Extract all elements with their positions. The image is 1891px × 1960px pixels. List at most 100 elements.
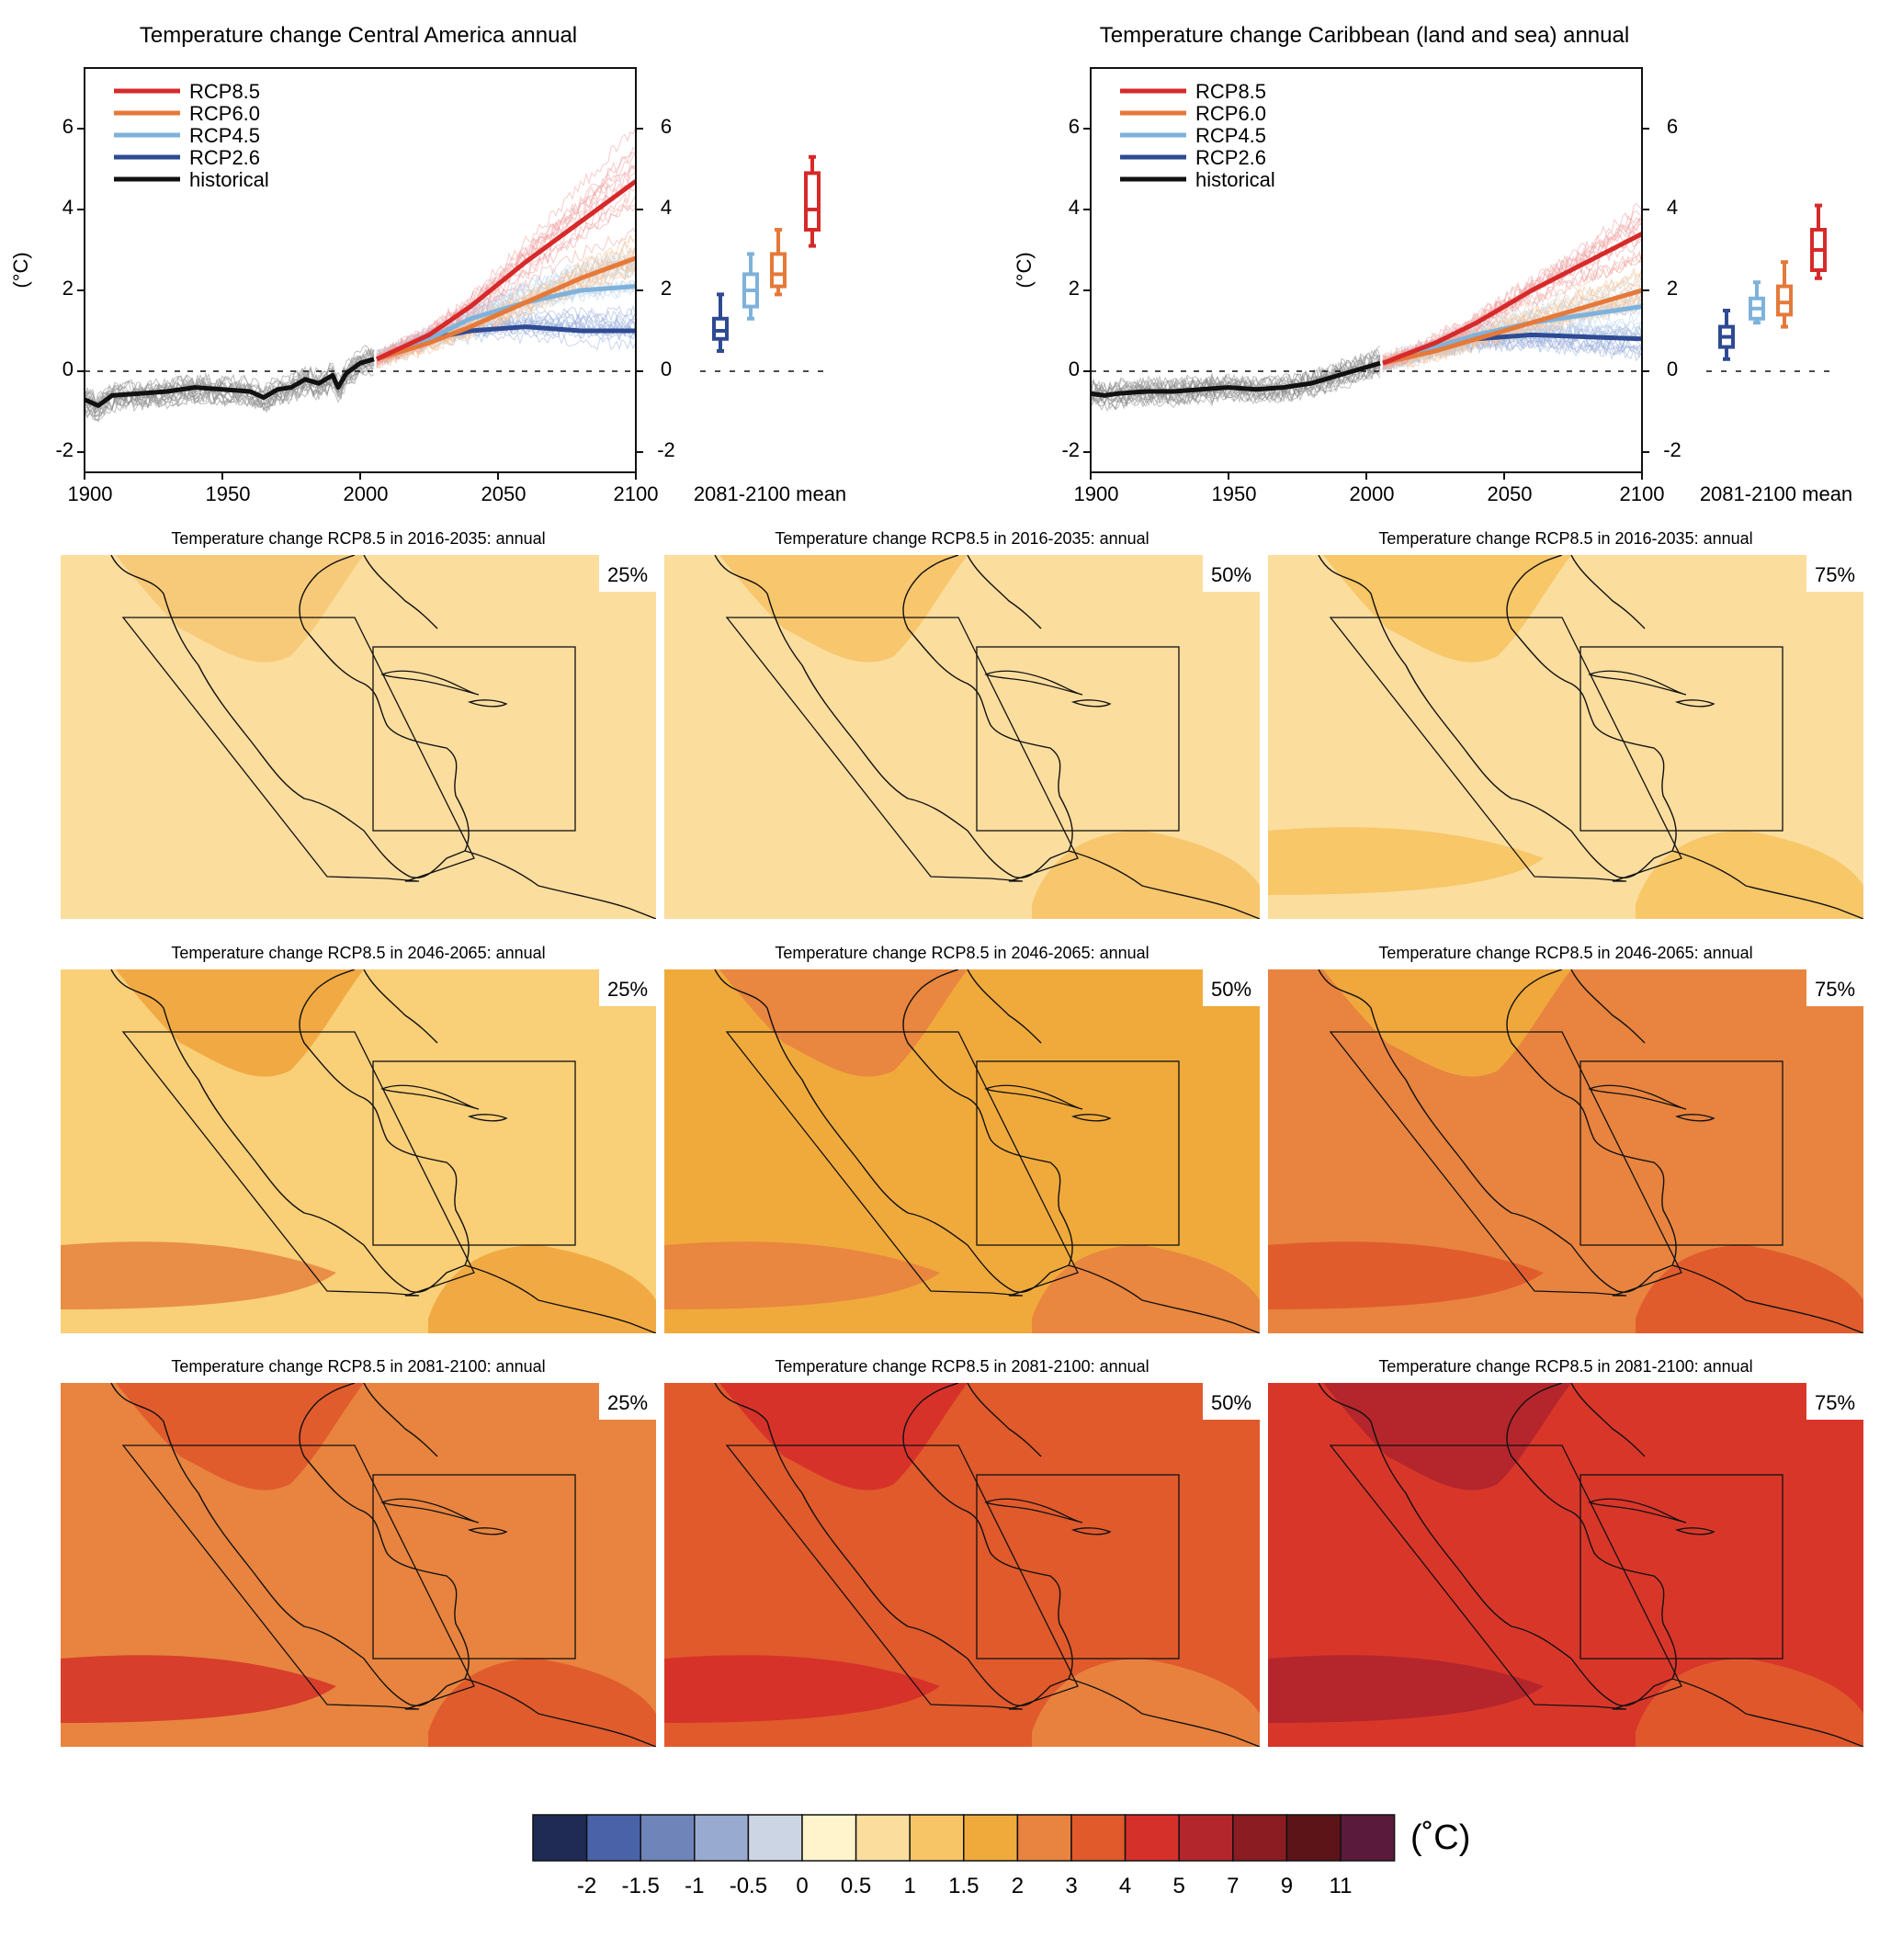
map-anomaly-patch xyxy=(428,1245,656,1333)
colorbar-tick-label: -0.5 xyxy=(730,1874,767,1898)
map-body xyxy=(1268,1383,1863,1747)
colorbar-tick-label: 3 xyxy=(1065,1874,1077,1898)
legend: RCP8.5 RCP6.0 RCP4.5 RCP2.6 historical xyxy=(1120,80,1275,191)
map-body xyxy=(61,555,656,919)
colorbar-tick-label: 0.5 xyxy=(841,1874,871,1898)
y-tick-label: -2 xyxy=(55,438,74,461)
map-coastline xyxy=(464,1678,656,1747)
map-panel: Temperature change RCP8.5 in 2016-2035: … xyxy=(664,529,1260,919)
percentile-label: 25% xyxy=(607,1391,648,1414)
y-tick-labels-right: -2 0 2 4 6 xyxy=(1663,115,1682,461)
map-anomaly-patch xyxy=(664,1241,940,1309)
percentile-label: 50% xyxy=(1211,1391,1251,1414)
panel-title: Temperature change Central America annua… xyxy=(140,23,577,48)
boxplot-rcp26 xyxy=(1718,309,1735,361)
y-tick-label: 2 xyxy=(1069,277,1080,300)
map-title: Temperature change RCP8.5 in 2046-2065: … xyxy=(775,944,1149,962)
boxplot-box xyxy=(804,171,821,232)
map-island xyxy=(1070,699,1112,708)
colorbar-swatch xyxy=(747,1814,803,1862)
boxplot-box xyxy=(770,252,787,289)
map-title: Temperature change RCP8.5 in 2016-2035: … xyxy=(1378,529,1752,548)
percentile-badge xyxy=(1203,1383,1260,1420)
map-coastline xyxy=(1318,555,1677,878)
percentile-badge xyxy=(1806,555,1863,592)
region-outline-central-america xyxy=(1329,1031,1682,1297)
region-outline-central-america xyxy=(121,617,475,882)
colorbar-swatch xyxy=(532,1814,588,1862)
boxplot-rcp60 xyxy=(1776,260,1793,329)
region-outline-central-america xyxy=(725,1031,1079,1297)
legend-label: RCP6.0 xyxy=(189,102,260,125)
colorbar-tick-label: -1 xyxy=(685,1874,704,1898)
boxplot-label: 2081-2100 mean xyxy=(694,482,846,505)
map-coastline xyxy=(1671,850,1863,919)
boxplot-box xyxy=(1776,284,1793,317)
map-coastline xyxy=(714,1383,1073,1706)
x-tick-label: 1950 xyxy=(206,482,251,505)
y-axis-label: (°C) xyxy=(9,252,32,288)
y-tick-label: 2 xyxy=(62,277,74,300)
ensemble-member-line xyxy=(1091,363,1381,406)
ensemble-member-line xyxy=(1091,368,1381,413)
map-title: Temperature change RCP8.5 in 2081-2100: … xyxy=(775,1357,1149,1376)
map-anomaly-patch xyxy=(1323,1383,1571,1490)
map-anomaly-patch xyxy=(1636,1659,1863,1747)
percentile-badge xyxy=(1806,969,1863,1006)
x-tick-label: 1900 xyxy=(68,482,113,505)
map-anomaly-patch xyxy=(1268,1655,1544,1723)
colorbar-tick-label: 4 xyxy=(1119,1874,1131,1898)
map-anomaly-patch xyxy=(1636,831,1863,919)
region-outline-caribbean xyxy=(976,646,1180,832)
colorbar-swatch xyxy=(694,1814,750,1862)
map-body xyxy=(1268,555,1863,919)
map-coastline xyxy=(1318,969,1677,1293)
percentile-badge xyxy=(599,1383,656,1420)
legend-label: historical xyxy=(1195,168,1275,191)
map-title: Temperature change RCP8.5 in 2046-2065: … xyxy=(171,944,545,962)
map-coastline xyxy=(110,969,470,1293)
map-anomaly-patch xyxy=(1032,1659,1260,1747)
colorbar-tick-label: 2 xyxy=(1012,1874,1024,1898)
map-island xyxy=(1588,670,1687,696)
legend-label: RCP2.6 xyxy=(1195,146,1266,169)
map-anomaly-patch xyxy=(719,1383,968,1490)
colorbar-tick-label: -1.5 xyxy=(622,1874,660,1898)
boxplot-rcp26 xyxy=(712,292,729,353)
map-island xyxy=(984,1084,1083,1110)
map-anomaly-patch xyxy=(664,1655,940,1723)
percentile-label: 50% xyxy=(1211,563,1251,586)
ensemble-member-line xyxy=(376,205,636,366)
colorbar-swatch xyxy=(640,1814,696,1862)
x-tick-label: 2100 xyxy=(614,482,659,505)
region-outline-caribbean xyxy=(1580,1474,1783,1660)
map-panel: Temperature change RCP8.5 in 2016-2035: … xyxy=(61,529,656,919)
map-coastline xyxy=(1318,1383,1677,1706)
y-tick-label: 6 xyxy=(661,115,672,138)
y-tick-label: 0 xyxy=(62,357,74,380)
colorbar-tick-label: 7 xyxy=(1227,1874,1239,1898)
ensemble-member-line xyxy=(1091,354,1381,394)
map-coastline xyxy=(363,555,438,629)
map-island xyxy=(1070,1114,1112,1122)
map-anomaly-patch xyxy=(1032,1245,1260,1333)
map-panel: Temperature change RCP8.5 in 2016-2035: … xyxy=(1268,529,1863,919)
region-outline-caribbean xyxy=(1580,1060,1783,1246)
map-anomaly-patch xyxy=(116,969,364,1077)
percentile-label: 75% xyxy=(1815,563,1855,586)
map-body xyxy=(1268,969,1863,1333)
map-panel: Temperature change RCP8.5 in 2081-2100: … xyxy=(1268,1357,1863,1747)
map-island xyxy=(1588,1498,1687,1524)
map-coastline xyxy=(1068,1678,1260,1747)
region-outline-caribbean xyxy=(1580,646,1783,832)
map-anomaly-patch xyxy=(116,1383,364,1490)
percentile-label: 75% xyxy=(1815,978,1855,1001)
y-tick-label: 4 xyxy=(661,196,672,219)
percentile-label: 50% xyxy=(1211,978,1251,1001)
map-island xyxy=(1070,1527,1112,1535)
colorbar-swatch xyxy=(1178,1814,1234,1862)
y-tick-label: 4 xyxy=(62,196,74,219)
boxplot-rcp85 xyxy=(1810,203,1827,280)
colorbar-swatch xyxy=(585,1814,641,1862)
map-anomaly-patch xyxy=(61,1655,336,1723)
